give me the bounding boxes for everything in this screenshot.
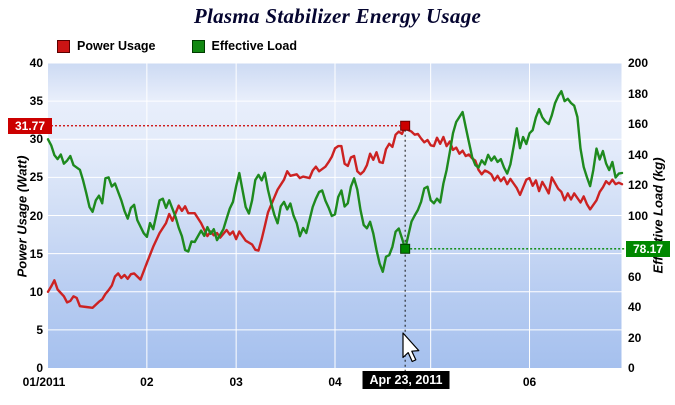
axis-tick-label: 40 [29,56,43,70]
legend-item-power-usage[interactable]: Power Usage [57,39,156,53]
legend-label-effective-load: Effective Load [211,39,297,53]
axis-tick-label: 06 [522,375,537,389]
axis-tick-label: 100 [628,208,649,223]
axis-tick-label: 04 [328,375,342,389]
axis-tick-label: 20 [29,208,43,223]
axis-tick-label: 0 [36,361,43,375]
axis-tick-label: 0 [628,361,635,375]
chart-title: Plasma Stabilizer Energy Usage [193,4,482,28]
axis-tick-label: 10 [29,284,43,299]
crosshair-load-value-bubble: 78.17 [626,240,670,257]
crosshair-power-value-bubble: 31.77 [8,117,52,134]
axis-tick-label: 01/2011 [22,375,66,389]
legend-label-power-usage: Power Usage [77,39,156,53]
axis-tick-label: 15 [29,246,43,261]
axis-tick-label: 03 [229,375,243,389]
legend-item-effective-load[interactable]: Effective Load [191,39,297,53]
crosshair-date-tooltip: Apr 23, 2011 [362,371,450,389]
y-axis-title-right: Effective Load (kg) [650,157,666,274]
legend: Power Usage Effective Load [57,39,297,53]
axis-tick-label: 20 [628,330,642,345]
axis-tick-label: 02 [140,375,154,389]
axis-tick-label: 40 [628,300,642,314]
effective-load-swatch-icon [191,39,205,53]
axis-tick-label: 140 [628,147,649,162]
axis-tick-label: 180 [628,86,649,101]
axis-tick-label: 160 [628,117,649,131]
axis-tick-label: 35 [29,94,43,109]
axis-tick-label: 120 [628,178,649,192]
axis-tick-label: 30 [29,132,43,147]
axis-tick-label: 5 [36,322,43,337]
axis-tick-label: 25 [29,170,43,185]
plot-area[interactable] [48,63,622,368]
axis-tick-label: 60 [628,269,642,284]
axis-tick-label: 200 [628,56,649,70]
power-usage-swatch-icon [57,39,70,53]
